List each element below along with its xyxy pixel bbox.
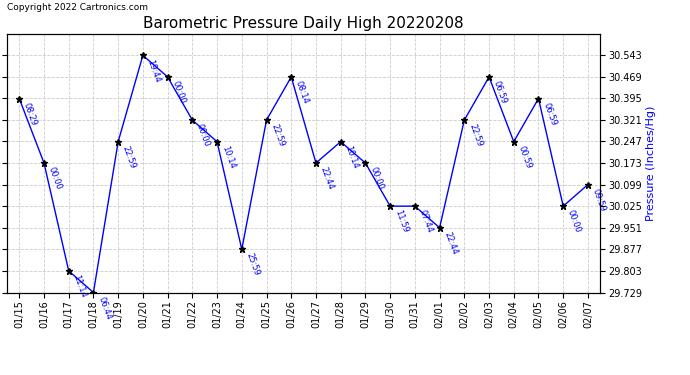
Text: Copyright 2022 Cartronics.com: Copyright 2022 Cartronics.com — [7, 3, 148, 12]
Text: 09:59: 09:59 — [591, 188, 607, 213]
Text: 07:44: 07:44 — [417, 209, 434, 234]
Text: 06:59: 06:59 — [492, 80, 509, 105]
Text: 06:44: 06:44 — [96, 295, 113, 321]
Text: 22:44: 22:44 — [319, 166, 335, 191]
Title: Barometric Pressure Daily High 20220208: Barometric Pressure Daily High 20220208 — [144, 16, 464, 31]
Text: 00:00: 00:00 — [195, 123, 212, 148]
Text: 19:44: 19:44 — [146, 58, 162, 84]
Text: 25:59: 25:59 — [244, 252, 261, 278]
Text: 10:14: 10:14 — [220, 144, 237, 170]
Text: 00:00: 00:00 — [170, 80, 187, 105]
Text: 00:00: 00:00 — [47, 166, 63, 191]
Text: 00:59: 00:59 — [517, 144, 533, 170]
Text: 08:14: 08:14 — [294, 80, 310, 105]
Text: 22:44: 22:44 — [442, 231, 459, 256]
Text: 08:29: 08:29 — [22, 101, 39, 127]
Text: 22:59: 22:59 — [121, 144, 137, 170]
Text: 06:59: 06:59 — [541, 101, 558, 127]
Text: 22:59: 22:59 — [467, 123, 484, 148]
Text: 22:59: 22:59 — [269, 123, 286, 148]
Text: 00:00: 00:00 — [566, 209, 582, 234]
Text: 11:59: 11:59 — [393, 209, 409, 234]
Text: 10:14: 10:14 — [344, 144, 360, 170]
Text: 11:14: 11:14 — [72, 274, 88, 299]
Y-axis label: Pressure (Inches/Hg): Pressure (Inches/Hg) — [646, 105, 656, 221]
Text: 00:00: 00:00 — [368, 166, 385, 191]
